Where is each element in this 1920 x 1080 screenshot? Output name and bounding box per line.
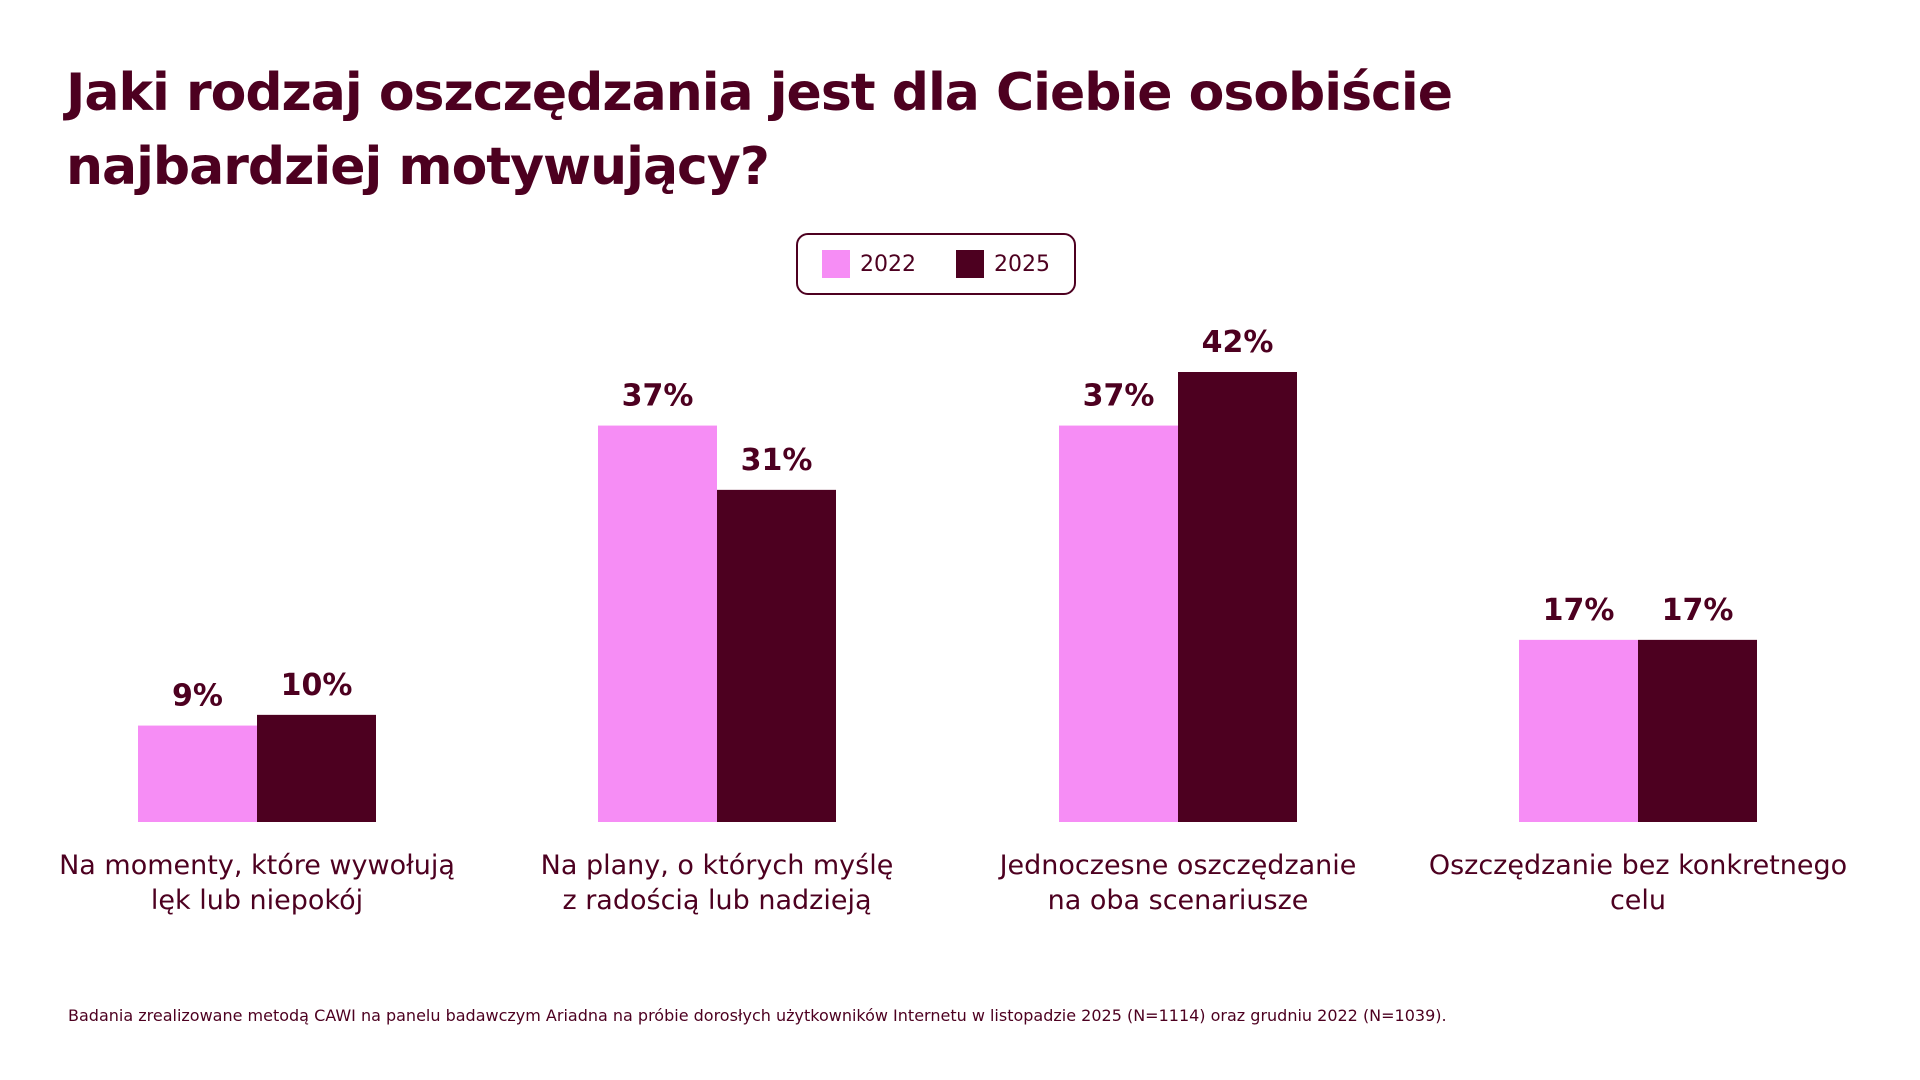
- category-label-group-3: Jednoczesne oszczędzanie na oba scenarius…: [958, 848, 1398, 918]
- category-label-line: Oszczędzanie bez konkretnego celu: [1428, 850, 1848, 916]
- category-label-line: Na plany, o których myślę: [540, 850, 894, 881]
- bar-2022-group-2: [598, 425, 717, 822]
- data-label-2022-group-1: 9%: [172, 679, 223, 714]
- chart-title: Jaki rodzaj oszczędzania jest dla Ciebie…: [66, 63, 1453, 197]
- bar-2025-group-1: [257, 714, 376, 822]
- category-label-line: z radością lub nadzieją: [562, 885, 872, 916]
- legend-swatch-2022: [822, 250, 850, 278]
- legend-label-2022: 2022: [860, 251, 916, 277]
- legend-item-2025: 2025: [956, 250, 1050, 278]
- bar-2025-group-3: [1178, 372, 1297, 822]
- legend-swatch-2025: [956, 250, 984, 278]
- category-label-line: Na momenty, które wywołują: [59, 850, 455, 881]
- category-label-group-1: Na momenty, które wywołują lęk lub niepok…: [37, 848, 477, 918]
- bar-2022-group-4: [1519, 639, 1638, 822]
- bar-2025-group-4: [1638, 639, 1757, 822]
- bar-2022-group-3: [1059, 425, 1178, 822]
- category-label-line: Jednoczesne oszczędzanie: [999, 850, 1357, 881]
- data-label-2022-group-3: 37%: [1083, 379, 1155, 414]
- legend-label-2025: 2025: [994, 251, 1050, 277]
- bar-2022-group-1: [138, 725, 257, 822]
- category-label-group-4: Oszczędzanie bez konkretnego celu: [1418, 848, 1858, 918]
- footnote: Badania zrealizowane metodą CAWI na pane…: [68, 1006, 1447, 1025]
- category-label-line: lęk lub niepokój: [150, 885, 364, 916]
- data-label-2022-group-2: 37%: [622, 379, 694, 414]
- data-label-2025-group-2: 31%: [741, 443, 813, 478]
- category-label-group-2: Na plany, o których myślę z radością lub …: [497, 848, 937, 918]
- data-label-2025-group-3: 42%: [1202, 325, 1274, 360]
- legend-item-2022: 2022: [822, 250, 916, 278]
- bar-2025-group-2: [717, 489, 836, 822]
- data-label-2025-group-4: 17%: [1662, 593, 1734, 628]
- category-label-line: na oba scenariusze: [1047, 885, 1309, 916]
- data-label-2025-group-1: 10%: [281, 668, 353, 703]
- legend: 2022 2025: [796, 233, 1076, 295]
- data-label-2022-group-4: 17%: [1543, 593, 1615, 628]
